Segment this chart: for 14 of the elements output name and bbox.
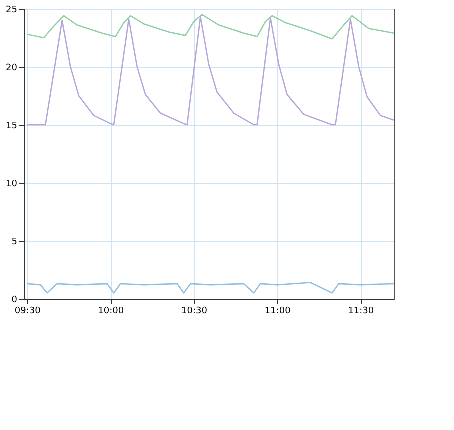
line-series bbox=[26, 16, 395, 126]
x-tick-label: 10:00 bbox=[98, 306, 124, 316]
x-tick-label: 09:30 bbox=[14, 306, 42, 316]
y-tick-label: 25 bbox=[6, 6, 18, 16]
y-tick-label: 20 bbox=[6, 64, 18, 74]
y-tick-label: 10 bbox=[6, 180, 18, 190]
y-tick-label: 15 bbox=[6, 122, 18, 132]
y-tick-label: 5 bbox=[12, 238, 18, 248]
line-series bbox=[26, 282, 395, 294]
line-series bbox=[26, 14, 395, 40]
x-tick-label: 11:30 bbox=[348, 306, 374, 316]
x-tick-label: 10:30 bbox=[182, 306, 208, 316]
x-tick-label: 11:00 bbox=[264, 306, 292, 316]
y-tick-label: 0 bbox=[12, 296, 18, 306]
